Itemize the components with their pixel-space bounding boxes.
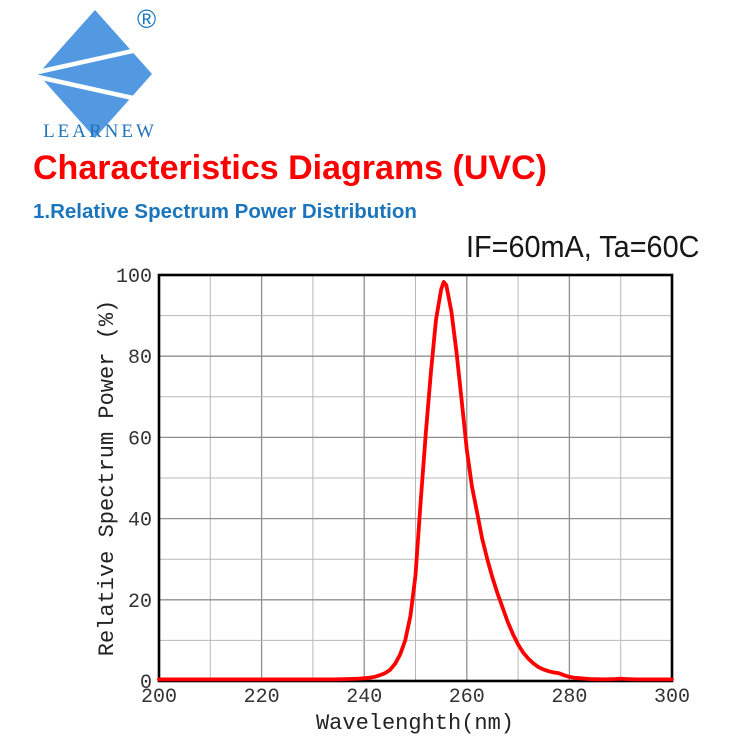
y-tick-label: 60 <box>128 428 152 451</box>
frame-layer <box>157 273 674 683</box>
y-tick-label: 100 <box>116 266 152 289</box>
spectrum-chart: 200 220 240 260 280 300 0 20 40 60 80 100 Wavelengh… <box>0 240 750 750</box>
logo-cut-lower <box>37 74 134 101</box>
logo-brand-text: LEARNEW <box>43 121 157 142</box>
curve-layer <box>157 280 674 682</box>
test-conditions-label: IF=60mA, Ta=60C <box>466 229 700 264</box>
y-tick-label: 0 <box>140 672 152 695</box>
x-tick-label: 300 <box>654 686 690 709</box>
y-tick-label: 80 <box>128 347 152 370</box>
logo-cut-upper <box>37 47 138 75</box>
learnew-logo: ® LEARNEW <box>0 0 190 160</box>
plot-frame <box>157 273 674 683</box>
logo-diamond-icon <box>37 10 152 138</box>
x-tick-label: 280 <box>551 686 587 709</box>
page-title: Characteristics Diagrams (UVC) <box>33 149 547 187</box>
y-tick-label: 40 <box>128 510 152 533</box>
spectrum-chart-canvas: 200 220 240 260 280 300 0 20 40 60 80 100 Wavelengh… <box>95 266 690 736</box>
x-tick-label: 240 <box>346 686 382 709</box>
x-tick-label: 220 <box>244 686 280 709</box>
x-tick-label: 260 <box>449 686 485 709</box>
spectrum-power-curve <box>157 280 674 682</box>
registered-trademark-icon: ® <box>137 4 157 34</box>
x-tick-label: 200 <box>141 686 177 709</box>
section-heading: 1.Relative Spectrum Power Distribution <box>33 200 417 223</box>
logo-diamond-shape <box>38 10 152 138</box>
grid-layer <box>159 275 672 681</box>
y-axis-title: Relative Spectrum Power (%) <box>95 300 120 656</box>
tick-label-layer: 200 220 240 260 280 300 0 20 40 60 80 100 <box>116 266 690 709</box>
x-axis-title: Wavelenghth(nm) <box>316 711 514 736</box>
y-tick-label: 20 <box>128 591 152 614</box>
